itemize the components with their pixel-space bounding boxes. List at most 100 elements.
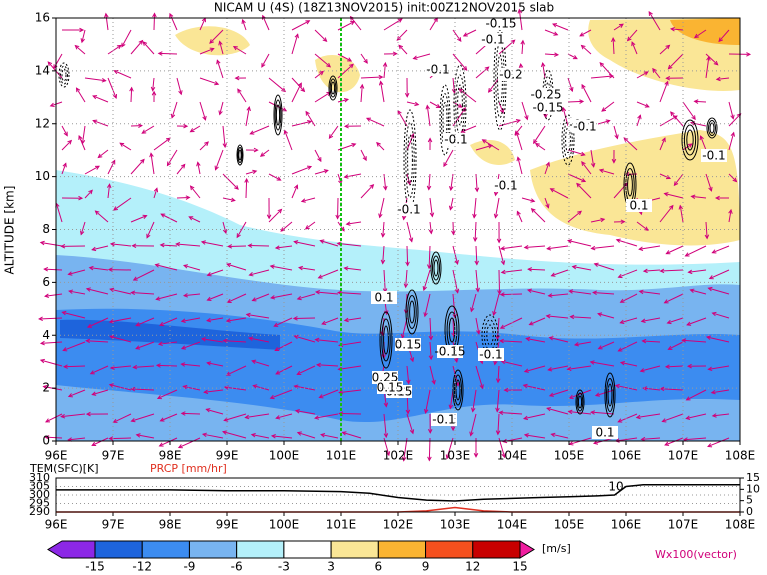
contour-line	[607, 383, 613, 407]
wind-vector	[245, 178, 248, 199]
wind-vector-head	[454, 259, 459, 265]
wind-vector-head	[116, 44, 122, 50]
wind-vector	[316, 291, 339, 295]
contour-label-bg	[425, 63, 451, 76]
wind-vector-head	[314, 337, 320, 343]
contour-label: -0.1	[444, 133, 467, 147]
wind-vector	[705, 221, 708, 239]
wind-vector-head	[108, 319, 114, 324]
wind-vector-head	[119, 142, 125, 147]
wind-vector	[429, 101, 441, 108]
y2-tick-label: 5	[746, 494, 753, 507]
wind-vector-head	[493, 213, 499, 219]
wind-vector-head	[232, 46, 238, 51]
wind-vector	[209, 29, 224, 44]
wind-vector	[181, 363, 201, 367]
wind-vector-head	[581, 178, 587, 183]
contour-label-bg	[701, 149, 727, 162]
y-tick-label: 295	[29, 497, 50, 510]
wind-vector	[252, 293, 270, 302]
wind-vector	[105, 13, 109, 31]
wind-vector	[202, 433, 224, 439]
wind-vector	[452, 53, 468, 71]
wind-vector	[319, 389, 339, 398]
wind-vector	[690, 122, 707, 127]
wind-vector	[598, 341, 615, 350]
wind-vector-head	[589, 360, 595, 365]
wind-vector-head	[129, 86, 134, 92]
wind-vector-head	[182, 293, 188, 298]
wind-vector-head	[222, 143, 228, 149]
wind-vector-head	[689, 288, 695, 293]
wind-vector-head	[39, 340, 45, 346]
wind-vector	[360, 184, 374, 199]
wind-vector	[475, 269, 479, 292]
wind-vector-head	[498, 410, 504, 415]
wind-vector-head	[314, 415, 320, 420]
wind-vector	[207, 317, 224, 322]
contour-line	[486, 324, 494, 346]
wind-vector	[463, 29, 477, 37]
wind-vector-head	[237, 88, 242, 94]
wind-vector-head	[341, 431, 347, 436]
wind-vector-head	[713, 60, 719, 66]
wind-vector-head	[209, 39, 214, 44]
wind-vector	[242, 19, 247, 31]
wind-vector-head	[693, 99, 699, 104]
wind-vector	[159, 437, 178, 447]
wind-vector	[599, 62, 615, 79]
wind-vector	[190, 125, 201, 133]
wind-vector-head	[188, 216, 194, 221]
wind-vector	[498, 101, 504, 114]
wind-vector-head	[691, 115, 696, 121]
wind-vector-head	[317, 274, 323, 279]
wind-vector-head	[746, 52, 752, 57]
contour-line	[433, 259, 439, 277]
wind-vector	[458, 88, 477, 103]
wind-vector-head	[520, 39, 525, 45]
wind-vector-head	[664, 364, 670, 369]
wind-vector	[615, 437, 638, 442]
wind-vector-head	[567, 409, 573, 415]
wind-vector	[452, 365, 459, 386]
wind-vector	[472, 389, 477, 412]
wind-vector	[636, 71, 649, 79]
wind-vector	[158, 52, 178, 55]
wind-vector-head	[423, 408, 429, 414]
wind-vector	[346, 221, 362, 225]
wind-vector	[160, 244, 178, 247]
wind-vector-head	[638, 289, 644, 295]
x-tick-label: 103E	[440, 449, 471, 463]
wind-vector-head	[730, 114, 735, 120]
wind-vector	[328, 125, 339, 139]
wind-vector	[521, 197, 535, 202]
contour-label-bg	[572, 120, 598, 133]
wind-vector-head	[522, 415, 529, 421]
contour-label: 0.15	[377, 381, 404, 395]
wind-vector	[291, 185, 298, 199]
wind-vector	[379, 197, 385, 218]
wind-vector	[429, 341, 432, 360]
wind-vector	[68, 437, 86, 441]
wind-vector-head	[448, 205, 454, 211]
wind-vector-head	[85, 338, 91, 344]
wind-vector-head	[246, 106, 251, 112]
wind-vector-head	[132, 276, 138, 281]
wind-vector	[155, 264, 178, 271]
contour-line	[405, 289, 419, 335]
wind-vector	[68, 389, 86, 397]
wind-vector-head	[78, 195, 84, 201]
wind-vector	[110, 243, 132, 247]
wind-vector	[515, 131, 523, 151]
wind-vector	[716, 77, 730, 80]
wind-vector-head	[343, 98, 350, 103]
wind-vector-head	[383, 185, 388, 191]
wind-vector-head	[427, 137, 433, 143]
wind-vector-head	[67, 271, 73, 276]
wind-vector-head	[498, 338, 504, 344]
wind-vector	[429, 197, 433, 217]
wind-vector-head	[569, 314, 575, 320]
wind-vector	[249, 269, 270, 276]
wind-vector-head	[728, 208, 733, 214]
wind-vector-head	[639, 368, 645, 373]
